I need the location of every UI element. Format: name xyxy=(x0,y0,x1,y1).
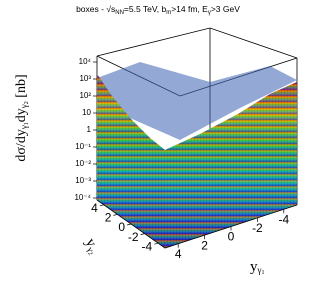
y-tick xyxy=(154,242,159,245)
label-part: γ xyxy=(19,104,29,109)
z-tick-label: 10⁻² xyxy=(75,159,91,168)
y-tick-label: -4 xyxy=(142,239,153,253)
y-tick xyxy=(113,214,118,216)
z-tick-label: 10⁻⁴ xyxy=(74,193,91,202)
z-tick-label: 10² xyxy=(79,91,91,100)
title-part: >3 GeV xyxy=(211,4,240,14)
title-part: γ xyxy=(208,10,211,16)
title-part: NN xyxy=(115,10,124,16)
label-part: γ xyxy=(257,265,262,275)
y-tick xyxy=(140,233,145,235)
y-tick-label: -2 xyxy=(128,230,139,244)
y-tick-label: 0 xyxy=(118,220,125,234)
y-tick xyxy=(99,204,104,207)
title-part: >14 fm, E xyxy=(171,4,208,14)
label-part: dσ/dy xyxy=(14,129,29,161)
label-part: 2 xyxy=(24,101,30,104)
label-part: 2 xyxy=(86,251,93,256)
label-part: γ xyxy=(19,125,29,130)
y-tick xyxy=(126,223,132,226)
title-part: boxes - √s xyxy=(76,4,115,14)
y-tick-label: 2 xyxy=(105,211,112,225)
title-part: =5.5 TeV, b xyxy=(124,4,167,14)
y-tick-label: 4 xyxy=(91,201,98,215)
lego-surface xyxy=(96,62,298,249)
z-tick-label: 1 xyxy=(87,125,92,134)
label-part: y xyxy=(250,259,258,275)
x-tick-label: 4 xyxy=(175,247,182,261)
x-tick-label: -4 xyxy=(278,212,289,226)
y-axis-label: yγ2 xyxy=(81,236,103,257)
z-tick-label: 10⁴ xyxy=(79,57,92,66)
z-tick-label: 10³ xyxy=(79,74,91,83)
chart-title: boxes - √sNN=5.5 TeV, bm>14 fm, Eγ>3 GeV xyxy=(76,4,240,15)
label-part: 1 xyxy=(261,270,264,276)
z-axis-label: dσ/dyγ1dyγ2 [nb] xyxy=(14,74,30,161)
x-tick-label: 2 xyxy=(201,238,208,252)
x-tick-label: 0 xyxy=(228,230,235,244)
z-tick-label: 10⁻³ xyxy=(75,176,91,185)
title-part: m xyxy=(166,10,171,16)
x-tick-label: -2 xyxy=(252,221,263,235)
label-part: [nb] xyxy=(14,74,29,101)
label-part: 1 xyxy=(24,122,30,125)
label-part: dy xyxy=(14,108,29,122)
z-tick-label: 10⁻¹ xyxy=(75,142,91,151)
z-tick-label: 10 xyxy=(82,108,91,117)
label-part: γ xyxy=(85,244,96,253)
x-axis-label: yγ1 xyxy=(250,259,264,276)
